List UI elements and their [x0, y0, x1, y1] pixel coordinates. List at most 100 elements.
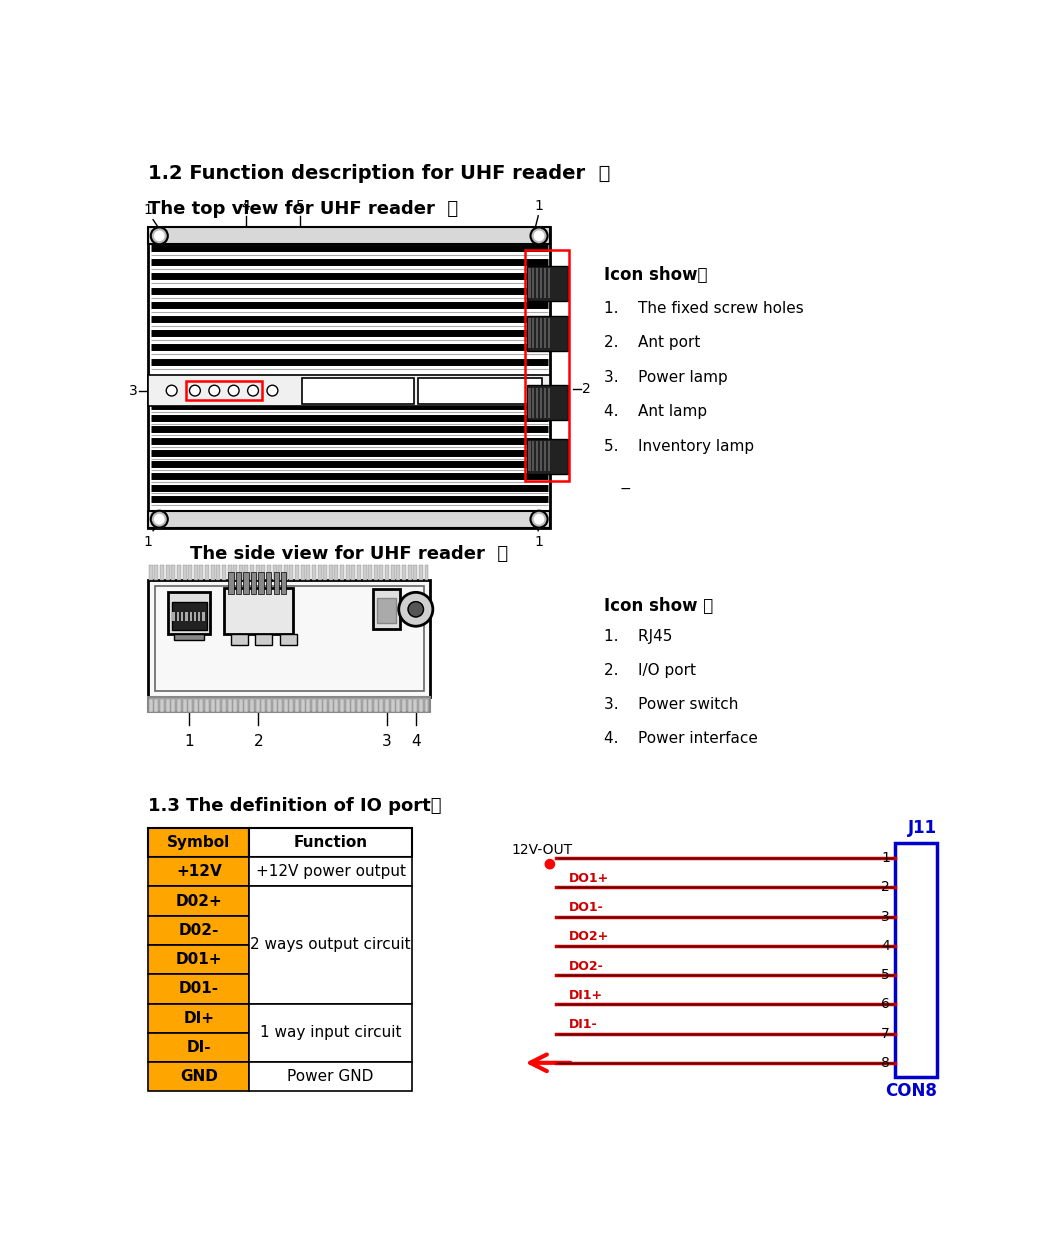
Bar [148, 886, 249, 916]
Circle shape [408, 601, 424, 616]
Bar [396, 565, 400, 580]
Bar [267, 565, 271, 580]
Text: GND: GND [180, 1069, 218, 1084]
Text: 6: 6 [881, 997, 890, 1011]
Bar [548, 441, 550, 471]
Text: −: − [620, 481, 632, 495]
Bar [255, 699, 260, 713]
Text: D01+: D01+ [176, 952, 222, 967]
Text: DO2-: DO2- [570, 960, 604, 972]
Bar [174, 634, 204, 640]
Bar [408, 565, 412, 580]
Bar [233, 565, 238, 580]
Bar [228, 565, 231, 580]
Text: 2: 2 [253, 734, 264, 749]
Text: 12V-OUT: 12V-OUT [511, 843, 572, 857]
Circle shape [166, 385, 178, 396]
Text: 1: 1 [143, 203, 152, 217]
Bar [548, 318, 550, 348]
Text: D02-: D02- [179, 923, 219, 937]
Bar [183, 699, 186, 713]
Bar [295, 699, 300, 713]
Bar [148, 916, 249, 945]
Bar [391, 699, 395, 713]
Bar [262, 699, 265, 713]
Bar [272, 565, 276, 580]
Bar [228, 573, 233, 594]
Bar [529, 268, 531, 298]
Bar [205, 565, 209, 580]
Text: DO2+: DO2+ [570, 931, 610, 944]
Bar [244, 573, 249, 594]
Text: 5: 5 [296, 199, 305, 213]
Bar [160, 699, 164, 713]
Bar [198, 611, 201, 620]
Bar [217, 699, 221, 713]
Bar [262, 565, 265, 580]
Bar [267, 699, 271, 713]
Bar [148, 975, 249, 1004]
Text: 3.    Power lamp: 3. Power lamp [604, 370, 728, 385]
Text: 1: 1 [881, 851, 890, 865]
Bar [282, 573, 287, 594]
Text: 8: 8 [881, 1056, 890, 1070]
Bar [217, 565, 221, 580]
Text: 1.    RJ45: 1. RJ45 [604, 629, 673, 644]
Bar [548, 268, 550, 298]
Text: 1.2 Function description for UHF reader  ：: 1.2 Function description for UHF reader … [148, 164, 611, 183]
Bar [249, 1063, 412, 1091]
Bar [529, 318, 531, 348]
Bar [357, 565, 360, 580]
Bar [193, 611, 197, 620]
Bar [166, 565, 169, 580]
Bar [532, 441, 534, 471]
Text: J11: J11 [908, 819, 937, 837]
Bar [408, 699, 412, 713]
Bar [346, 699, 350, 713]
Bar [284, 565, 288, 580]
Text: 1: 1 [534, 535, 543, 549]
Text: 2.    Ant port: 2. Ant port [604, 335, 701, 350]
Bar [341, 565, 344, 580]
Text: 2.    I/O port: 2. I/O port [604, 663, 696, 678]
Text: 7: 7 [882, 1026, 890, 1040]
Bar [210, 565, 214, 580]
Circle shape [534, 231, 543, 241]
Bar [148, 1004, 249, 1032]
Bar [540, 268, 542, 298]
Bar [306, 699, 310, 713]
Bar [324, 565, 327, 580]
Bar [374, 699, 377, 713]
Text: Function: Function [293, 834, 368, 850]
Text: 3.    Power switch: 3. Power switch [604, 697, 739, 712]
Text: 1: 1 [184, 734, 194, 749]
Bar [249, 1004, 412, 1063]
Bar [540, 318, 542, 348]
Text: The top view for UHF reader  ：: The top view for UHF reader ： [148, 200, 458, 218]
Bar [200, 699, 204, 713]
Circle shape [267, 385, 277, 396]
Text: Icon show：: Icon show： [604, 266, 707, 284]
Bar [250, 565, 254, 580]
Bar [160, 565, 164, 580]
Bar [266, 573, 271, 594]
Bar [540, 387, 542, 417]
Bar [543, 387, 547, 417]
Bar [259, 573, 264, 594]
Text: 1.    The fixed screw holes: 1. The fixed screw holes [604, 301, 804, 316]
Text: 3: 3 [129, 383, 138, 397]
Text: 2 ways output circuit: 2 ways output circuit [250, 937, 411, 952]
Bar [181, 611, 183, 620]
Bar [536, 318, 538, 348]
Bar [148, 375, 550, 406]
Bar [189, 611, 192, 620]
Text: 1: 1 [534, 199, 543, 213]
Bar [249, 828, 412, 857]
Bar [301, 565, 305, 580]
Bar [301, 699, 305, 713]
Bar [279, 565, 282, 580]
Text: D01-: D01- [179, 981, 219, 996]
Bar [374, 565, 377, 580]
Bar [172, 611, 174, 620]
Bar [317, 565, 322, 580]
